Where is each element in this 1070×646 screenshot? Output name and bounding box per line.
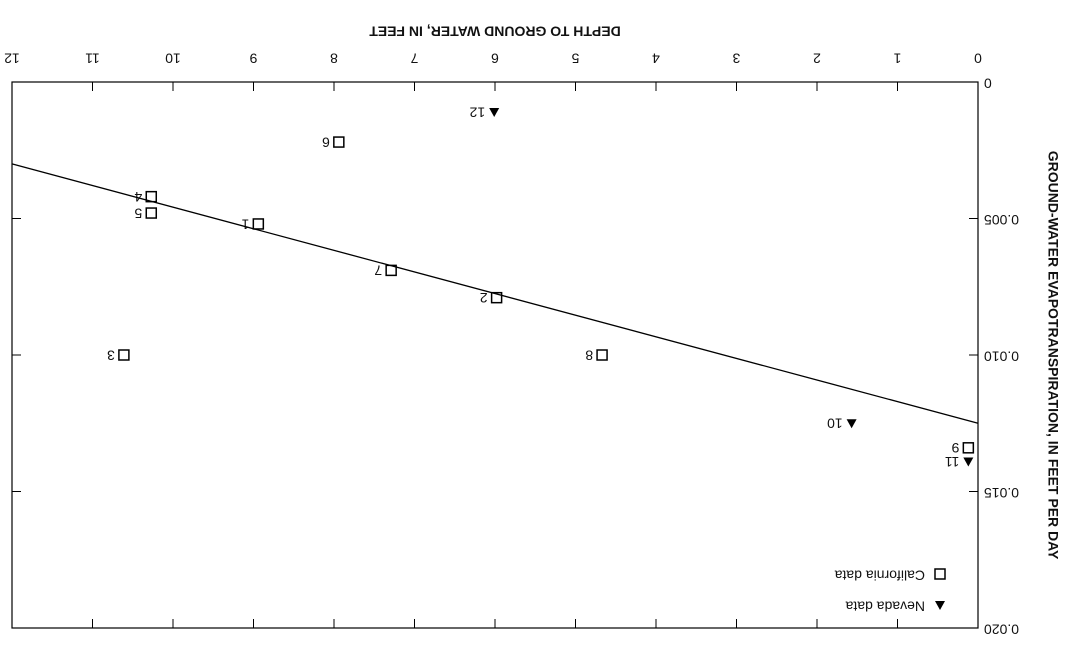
y-tick-label: 0.015 — [984, 485, 1019, 501]
data-point — [145, 207, 158, 219]
fit-line — [11, 163, 979, 424]
x-tick-label: 12 — [4, 50, 20, 66]
legend-marker — [934, 568, 946, 580]
point-label: 6 — [322, 134, 330, 150]
y-axis-title: GROUND-WATER EVAPOTRANSPIRATION, IN FEET… — [1045, 151, 1061, 560]
point-label: 3 — [107, 347, 115, 363]
x-tick-label: 9 — [249, 50, 257, 66]
rotated-chart: DEPTH TO GROUND WATER, IN FEET GROUND-WA… — [4, 23, 1061, 637]
y-tick-label: 0.005 — [984, 212, 1019, 228]
x-tick-label: 1 — [893, 50, 901, 66]
point-label: 12 — [469, 104, 485, 120]
data-point — [846, 419, 857, 429]
point-label: 4 — [134, 189, 142, 205]
x-tick-label: 3 — [732, 50, 740, 66]
x-tick-label: 4 — [652, 50, 660, 66]
point-label: 5 — [134, 205, 142, 221]
data-point — [252, 218, 265, 230]
point-label: 8 — [585, 347, 593, 363]
x-axis-title: DEPTH TO GROUND WATER, IN FEET — [369, 23, 621, 39]
data-point — [963, 457, 974, 467]
data-point — [490, 291, 503, 304]
x-tick-label: 8 — [330, 50, 338, 66]
plot-frame — [11, 81, 979, 629]
y-tick-label: 0 — [984, 75, 992, 91]
data-point — [596, 349, 608, 361]
x-tick-label: 0 — [974, 50, 982, 66]
x-tick-label: 5 — [571, 50, 579, 66]
y-tick-label: 0.010 — [984, 348, 1019, 364]
data-point — [962, 442, 975, 454]
x-tick-label: 10 — [165, 50, 181, 66]
data-point — [118, 349, 130, 361]
x-tick-label: 2 — [813, 50, 821, 66]
data-point — [489, 108, 500, 118]
point-label: 2 — [480, 290, 488, 306]
point-label: 1 — [241, 216, 249, 232]
y-tick-label: 0.020 — [984, 621, 1019, 637]
legend-label: California data — [835, 567, 925, 583]
point-label: 9 — [951, 440, 959, 456]
x-tick-label: 11 — [85, 50, 100, 66]
x-tick-label: 6 — [491, 50, 499, 66]
data-point — [333, 136, 345, 148]
x-tick-label: 7 — [410, 50, 418, 66]
legend-marker — [935, 601, 945, 610]
legend-label: Nevada data — [845, 598, 925, 614]
point-label: 11 — [945, 454, 960, 470]
point-label: 7 — [374, 263, 382, 279]
point-label: 10 — [827, 416, 843, 432]
